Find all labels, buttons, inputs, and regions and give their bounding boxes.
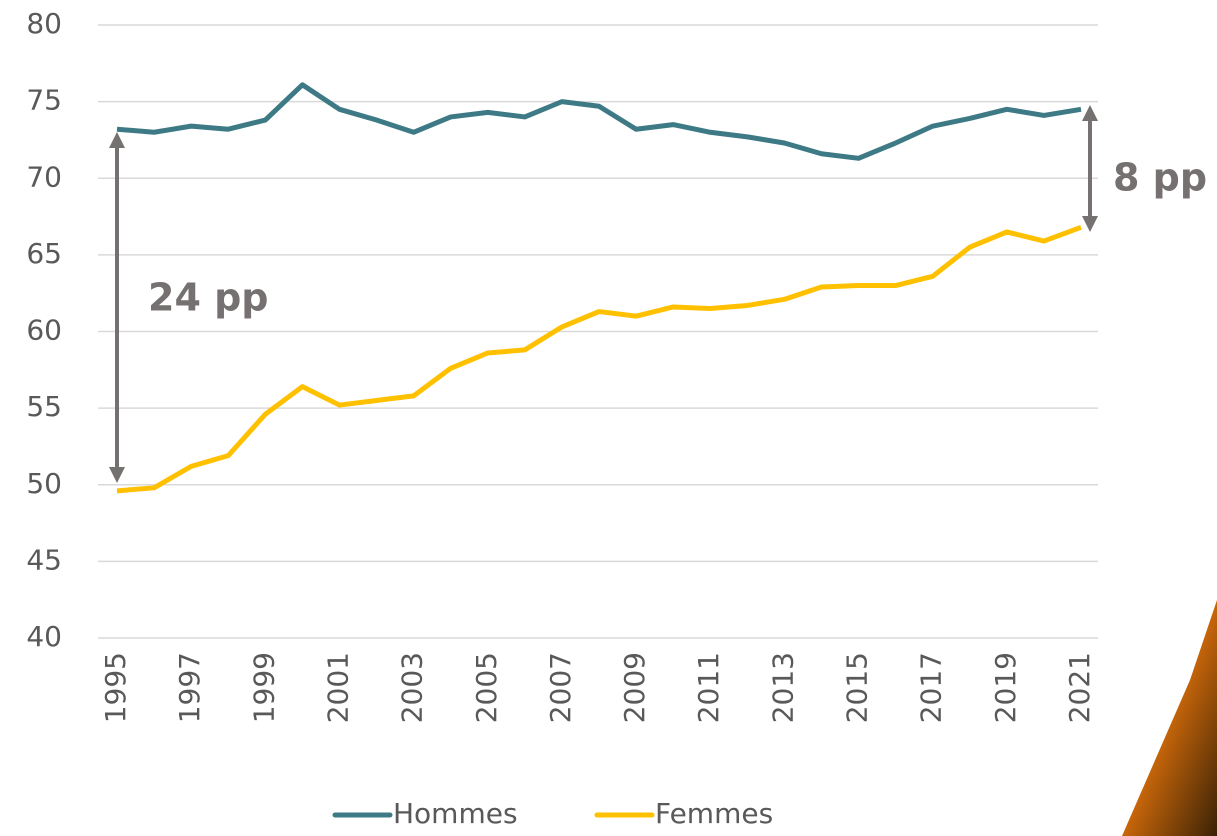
x-tick-label: 1997 xyxy=(173,652,206,723)
y-tick-label: 45 xyxy=(26,543,62,576)
annotation: 8 pp xyxy=(1113,156,1207,200)
y-tick-label: 55 xyxy=(26,390,62,423)
x-tick-label: 2017 xyxy=(915,652,948,723)
y-tick-label: 65 xyxy=(26,237,62,270)
x-tick-label: 2015 xyxy=(841,652,874,723)
series-line xyxy=(116,82,1082,161)
annotation: 24 pp xyxy=(148,276,269,320)
decoration xyxy=(1122,600,1217,836)
x-tick-label: 1999 xyxy=(247,652,280,723)
x-tick-label: 2013 xyxy=(766,652,799,723)
x-tick-label: 2011 xyxy=(692,652,725,723)
y-tick-label: 40 xyxy=(26,620,62,653)
legend-label: Hommes xyxy=(393,797,518,830)
y-tick-label: 60 xyxy=(26,314,62,347)
y-tick-label: 70 xyxy=(26,160,62,193)
series-line xyxy=(116,224,1082,494)
y-tick-label: 50 xyxy=(26,467,62,500)
x-tick-label: 2001 xyxy=(321,652,354,723)
legend-label: Femmes xyxy=(655,797,773,830)
y-tick-label: 80 xyxy=(26,7,62,40)
x-tick-label: 2019 xyxy=(989,652,1022,723)
x-tick-label: 1995 xyxy=(99,652,132,723)
x-tick-label: 2009 xyxy=(618,652,651,723)
x-tick-label: 2021 xyxy=(1063,652,1096,723)
y-tick-label: 75 xyxy=(26,84,62,117)
x-tick-label: 2003 xyxy=(396,652,429,723)
x-tick-label: 2007 xyxy=(544,652,577,723)
x-tick-label: 2005 xyxy=(470,652,503,723)
